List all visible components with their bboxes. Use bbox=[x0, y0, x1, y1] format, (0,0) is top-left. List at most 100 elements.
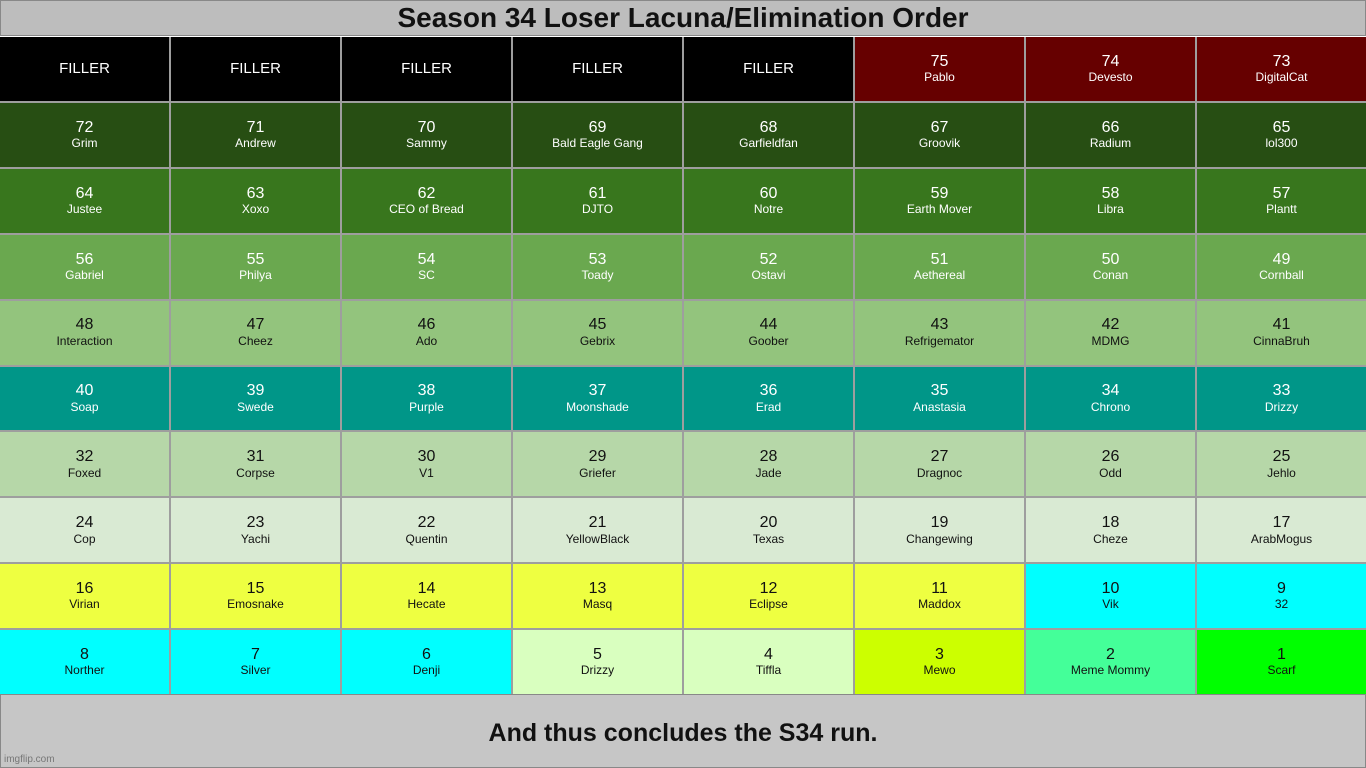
contestant-cell: 30 V1 bbox=[342, 432, 511, 497]
contestant-cell: 58 Libra bbox=[1026, 168, 1195, 233]
contestant-cell: 18 Cheze bbox=[1026, 498, 1195, 563]
contestant-name: Swede bbox=[237, 399, 274, 414]
placement-number: 66 bbox=[1101, 118, 1120, 136]
contestant-cell: 24 Cop bbox=[0, 498, 169, 563]
contestant-cell: 29 Griefer bbox=[513, 432, 682, 497]
contestant-name: Griefer bbox=[579, 465, 616, 480]
contestant-cell: 70 Sammy bbox=[342, 102, 511, 167]
filler-cell: FILLER bbox=[171, 37, 340, 101]
placement-number: 44 bbox=[759, 316, 778, 334]
contestant-name: Groovik bbox=[918, 136, 961, 151]
contestant-name: YellowBlack bbox=[565, 531, 630, 546]
contestant-cell: 42 MDMG bbox=[1026, 300, 1195, 365]
contestant-cell: 11 Maddox bbox=[855, 564, 1024, 629]
contestant-name: Virian bbox=[69, 597, 100, 612]
contestant-name: Garfieldfan bbox=[739, 136, 798, 151]
contestant-name: Ado bbox=[415, 333, 438, 348]
contestant-cell: 54 SC bbox=[342, 234, 511, 299]
contestant-cell: 23 Yachi bbox=[171, 498, 340, 563]
placement-number: 52 bbox=[759, 250, 778, 268]
contestant-cell: 57 Plantt bbox=[1197, 168, 1366, 233]
contestant-cell: 19 Changewing bbox=[855, 498, 1024, 563]
placement-number: 37 bbox=[588, 382, 607, 400]
placement-number: FILLER bbox=[59, 60, 110, 78]
placement-number: 74 bbox=[1101, 52, 1120, 70]
contestant-cell: 10 Vik bbox=[1026, 564, 1195, 629]
contestant-name: Quentin bbox=[405, 531, 448, 546]
contestant-cell: 40 Soap bbox=[0, 366, 169, 431]
placement-number: 27 bbox=[930, 448, 949, 466]
filler-cell: FILLER bbox=[0, 37, 169, 101]
contestant-name: Eclipse bbox=[749, 597, 788, 612]
contestant-cell: 49 Cornball bbox=[1197, 234, 1366, 299]
placement-number: 6 bbox=[422, 645, 431, 663]
contestant-name: Emosnake bbox=[227, 597, 284, 612]
contestant-name: Meme Mommy bbox=[1070, 663, 1151, 678]
placement-number: 29 bbox=[588, 448, 607, 466]
contestant-name: DigitalCat bbox=[1255, 70, 1308, 85]
contestant-name: Jehlo bbox=[1267, 465, 1296, 480]
placement-number: 32 bbox=[75, 448, 94, 466]
contestant-cell: 28 Jade bbox=[684, 432, 853, 497]
contestant-name: Earth Mover bbox=[906, 202, 973, 217]
placement-number: 41 bbox=[1272, 316, 1291, 334]
contestant-name: Masq bbox=[582, 597, 613, 612]
placement-number: 67 bbox=[930, 118, 949, 136]
contestant-cell: 1 Scarf bbox=[1197, 630, 1366, 694]
contestant-name: lol300 bbox=[1265, 136, 1298, 151]
contestant-name: Maddox bbox=[918, 597, 961, 612]
placement-number: 40 bbox=[75, 382, 94, 400]
placement-number: 23 bbox=[246, 514, 265, 532]
contestant-cell: 6 Denji bbox=[342, 630, 511, 694]
placement-number: 60 bbox=[759, 184, 778, 202]
placement-number: 4 bbox=[764, 645, 773, 663]
contestant-name: MDMG bbox=[1091, 333, 1130, 348]
placement-number: 9 bbox=[1277, 580, 1286, 598]
contestant-cell: 39 Swede bbox=[171, 366, 340, 431]
placement-number: 38 bbox=[417, 382, 436, 400]
placement-number: 21 bbox=[588, 514, 607, 532]
contestant-cell: 45 Gebrix bbox=[513, 300, 682, 365]
contestant-cell: 73 DigitalCat bbox=[1197, 37, 1366, 101]
contestant-name: Purple bbox=[409, 399, 444, 414]
contestant-name: Cheez bbox=[238, 333, 273, 348]
contestant-name: Corpse bbox=[236, 465, 275, 480]
placement-number: 2 bbox=[1106, 645, 1115, 663]
contestant-cell: 5 Drizzy bbox=[513, 630, 682, 694]
contestant-name: Plantt bbox=[1266, 202, 1297, 217]
contestant-name: Silver bbox=[240, 663, 271, 678]
contestant-name: Vik bbox=[1102, 597, 1119, 612]
contestant-name: Aethereal bbox=[913, 267, 966, 282]
placement-number: 55 bbox=[246, 250, 265, 268]
contestant-cell: 59 Earth Mover bbox=[855, 168, 1024, 233]
contestant-name: Gebrix bbox=[579, 333, 616, 348]
contestant-name: Andrew bbox=[235, 136, 276, 151]
contestant-cell: 16 Virian bbox=[0, 564, 169, 629]
placement-number: 53 bbox=[588, 250, 607, 268]
placement-number: 25 bbox=[1272, 448, 1291, 466]
contestant-cell: 31 Corpse bbox=[171, 432, 340, 497]
placement-number: 64 bbox=[75, 184, 94, 202]
placement-number: 48 bbox=[75, 316, 94, 334]
placement-number: 59 bbox=[930, 184, 949, 202]
contestant-name: Anastasia bbox=[913, 399, 966, 414]
contestant-cell: 74 Devesto bbox=[1026, 37, 1195, 101]
contestant-cell: 48 Interaction bbox=[0, 300, 169, 365]
placement-number: 18 bbox=[1101, 514, 1120, 532]
placement-number: 20 bbox=[759, 514, 778, 532]
contestant-name: Norther bbox=[64, 663, 105, 678]
placement-number: 31 bbox=[246, 448, 265, 466]
placement-number: FILLER bbox=[401, 60, 452, 78]
placement-number: 33 bbox=[1272, 382, 1291, 400]
contestant-cell: 8 Norther bbox=[0, 630, 169, 694]
contestant-cell: 43 Refrigemator bbox=[855, 300, 1024, 365]
contestant-name: Texas bbox=[752, 531, 785, 546]
placement-number: 28 bbox=[759, 448, 778, 466]
placement-number: 70 bbox=[417, 118, 436, 136]
placement-number: FILLER bbox=[230, 60, 281, 78]
contestant-name: ArabMogus bbox=[1250, 531, 1313, 546]
contestant-name: Jade bbox=[755, 465, 782, 480]
placement-number: 8 bbox=[80, 645, 89, 663]
placement-number: 50 bbox=[1101, 250, 1120, 268]
contestant-name: Conan bbox=[1092, 267, 1129, 282]
